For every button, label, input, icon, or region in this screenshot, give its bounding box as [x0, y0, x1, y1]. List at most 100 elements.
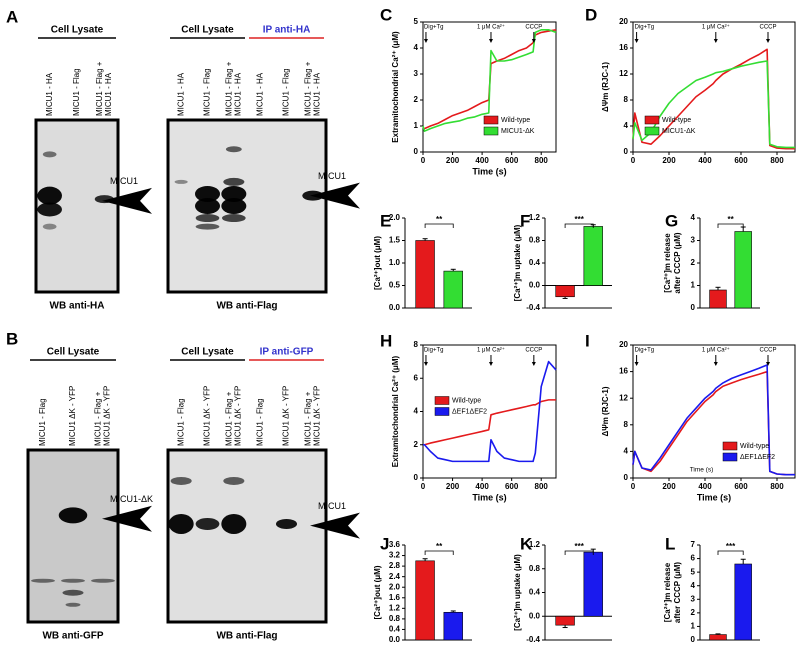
y-tick-label: 1.5: [389, 236, 401, 245]
x-tick-label: 0: [631, 156, 636, 165]
x-tick-label: 600: [734, 156, 748, 165]
bar: [734, 563, 752, 641]
x-tick-label: 400: [475, 156, 489, 165]
panel-letter: L: [665, 534, 675, 553]
blot-band: [62, 589, 84, 596]
blot-band: [275, 518, 298, 529]
event-label: 1 μM Ca²⁺: [477, 347, 505, 354]
blot-caption: WB anti-GFP: [42, 631, 103, 642]
y-tick-label: 0.5: [389, 281, 401, 290]
event-arrowhead: [766, 39, 770, 43]
y-tick-label: 0: [624, 147, 629, 156]
x-tick-label: 200: [662, 156, 676, 165]
legend-label: MICU1-ΔK: [501, 128, 535, 135]
blot-band: [37, 202, 62, 217]
y-tick-label: 3.2: [389, 551, 401, 560]
x-tick-label: 800: [535, 482, 549, 491]
x-tick-label: 800: [770, 156, 784, 165]
y-axis-label: [Ca²⁺]m uptake (μM): [513, 224, 522, 301]
plot-frame: [632, 344, 796, 479]
blot-band: [37, 186, 62, 205]
event-label: CCCP: [525, 25, 542, 31]
band-arrow: [310, 182, 360, 209]
significance-bracket: [717, 223, 744, 228]
lane-label: MICU1 - HA: [104, 72, 113, 116]
y-tick-label: 4: [414, 43, 419, 52]
lane-label: MICU1 ΔK - YFP: [312, 386, 321, 446]
x-tick-label: 0: [421, 156, 426, 165]
x-tick-label: 400: [698, 156, 712, 165]
blot-header: Cell Lysate: [47, 347, 100, 358]
y-tick-label: 1: [691, 281, 696, 290]
y-tick-label: 7: [691, 540, 696, 549]
y-tick-label: 0: [414, 473, 419, 482]
x-axis-label: Time (s): [472, 166, 506, 176]
blot-caption: WB anti-Flag: [216, 631, 277, 642]
band-label: MICU1: [318, 171, 346, 181]
data-line: [632, 60, 795, 149]
legend-swatch: [644, 115, 660, 125]
event-label: 1 μM Ca²⁺: [702, 347, 730, 354]
significance-label: ***: [574, 542, 584, 551]
y-tick-label: 16: [619, 43, 628, 52]
y-axis-label: [Ca²⁺]m release: [663, 233, 672, 293]
lane-label: MICU1 - Flag +: [303, 61, 312, 116]
blot-band: [221, 185, 247, 202]
y-tick-label: 6: [691, 554, 696, 563]
x-tick-label: 400: [475, 482, 489, 491]
y-tick-label: 8: [624, 95, 629, 104]
blot-caption: WB anti-Flag: [216, 301, 277, 312]
y-tick-label: 20: [619, 340, 628, 349]
blot-band: [194, 198, 221, 214]
y-tick-label: 16: [619, 367, 628, 376]
significance-label: **: [436, 542, 443, 551]
y-tick-label: -0.4: [526, 635, 540, 644]
blot-band: [91, 578, 115, 583]
x-axis-label: Time (s): [472, 492, 506, 502]
y-tick-label: 0: [691, 635, 696, 644]
panel-letter: C: [380, 5, 392, 24]
panel-letter: B: [6, 329, 18, 348]
plot-frame: [422, 21, 557, 153]
y-tick-label: 2: [691, 258, 696, 267]
y-axis-label: ΔΨm (RJC-1): [601, 386, 610, 436]
y-axis-label: Extramitochondrial Ca²⁺ (μM): [391, 31, 400, 143]
blot-header: IP anti-HA: [263, 25, 311, 36]
lane-label: MICU1 - HA: [45, 72, 54, 116]
band-label: MICU1-ΔK: [110, 494, 153, 504]
significance-label: **: [727, 215, 734, 224]
blot-image: [34, 118, 120, 294]
significance-label: ***: [574, 215, 584, 224]
y-axis-label: [Ca²⁺]m uptake (μM): [513, 554, 522, 631]
y-tick-label: 4: [624, 121, 629, 130]
event-label: 1 μM Ca²⁺: [477, 24, 505, 31]
y-tick-label: 2.4: [389, 572, 401, 581]
blot-header: Cell Lysate: [181, 347, 234, 358]
x-tick-label: 0: [631, 482, 636, 491]
data-line: [423, 399, 556, 446]
blot-caption: WB anti-HA: [50, 301, 105, 312]
y-axis-label: [Ca²⁺]out (μM): [373, 565, 382, 619]
significance-label: ***: [726, 542, 736, 551]
data-line: [632, 364, 795, 476]
x-tick-label: 600: [734, 482, 748, 491]
y-tick-label: 20: [619, 17, 628, 26]
event-arrowhead: [766, 362, 770, 366]
y-axis-label: [Ca²⁺]out (μM): [373, 236, 382, 290]
blot-band: [194, 185, 221, 202]
legend-swatch: [722, 452, 738, 462]
blot-band: [225, 146, 242, 153]
y-tick-label: 0.0: [529, 281, 541, 290]
lane-label: MICU1 - Flag: [282, 68, 291, 116]
legend-label: ΔEF1ΔEF2: [452, 408, 487, 415]
lane-label: MICU1 - HA: [312, 72, 321, 116]
blot-band: [223, 476, 245, 485]
y-tick-label: 4: [691, 213, 696, 222]
blot-band: [170, 476, 192, 485]
y-tick-label: 4: [691, 581, 696, 590]
blot-band: [168, 513, 194, 534]
blot-band: [42, 151, 57, 158]
lane-label: MICU1 ΔK - YFP: [103, 386, 112, 446]
blot-band: [195, 223, 220, 230]
